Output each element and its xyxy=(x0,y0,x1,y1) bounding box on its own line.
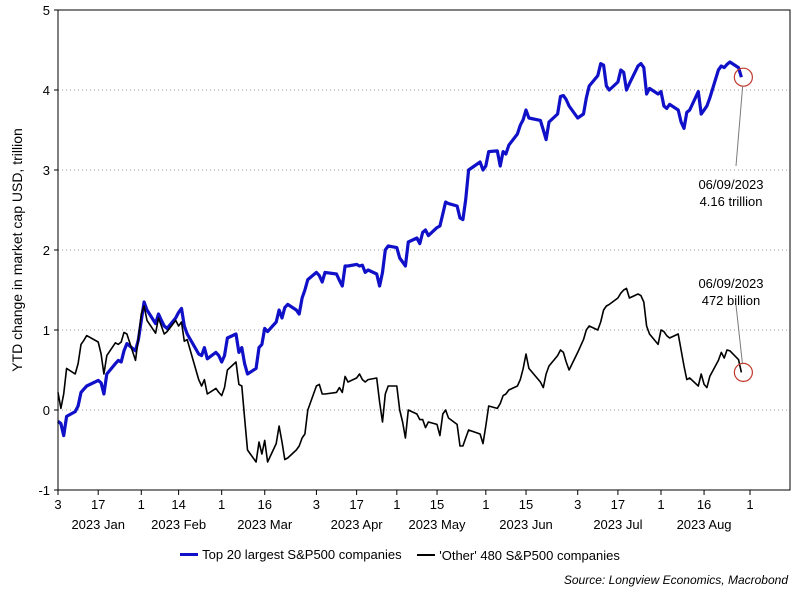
y-tick-label: 3 xyxy=(43,163,50,178)
legend: Top 20 largest S&P500 companies 'Other' … xyxy=(0,544,800,563)
x-month-label: 2023 Mar xyxy=(237,517,293,532)
legend-item-other480: 'Other' 480 S&P500 companies xyxy=(417,548,620,563)
legend-swatch-top20 xyxy=(180,553,199,556)
source-note: Source: Longview Economics, Macrobond xyxy=(563,573,788,587)
annotation-other480-text: 06/09/2023 xyxy=(698,276,763,291)
series-lines xyxy=(56,60,743,463)
y-tick-label: 1 xyxy=(43,323,50,338)
series-line-other480 xyxy=(57,287,743,463)
x-tick-label: 17 xyxy=(91,497,105,512)
legend-item-top20: Top 20 largest S&P500 companies xyxy=(180,547,402,562)
legend-label-other480: 'Other' 480 S&P500 companies xyxy=(439,547,620,563)
annotation-other480-leader xyxy=(735,304,743,364)
x-month-label: 2023 Aug xyxy=(677,517,732,532)
y-tick-label: 4 xyxy=(43,83,50,98)
x-tick-label: 3 xyxy=(574,497,581,512)
y-axis-label: YTD change in market cap USD, trillion xyxy=(9,128,25,372)
x-tick-label: 1 xyxy=(393,497,400,512)
x-tick-label: 1 xyxy=(482,497,489,512)
y-axis: -1 0 1 2 3 4 5 xyxy=(38,3,58,498)
x-tick-label: 1 xyxy=(657,497,664,512)
x-month-label: 2023 Jan xyxy=(71,517,125,532)
x-tick-label: 3 xyxy=(54,497,61,512)
x-tick-label: 14 xyxy=(171,497,185,512)
x-month-label: 2023 Jul xyxy=(593,517,642,532)
x-tick-label: 1 xyxy=(138,497,145,512)
y-tick-label: 2 xyxy=(43,243,50,258)
plot-frame xyxy=(57,9,791,491)
annotation-top20-text: 06/09/2023 xyxy=(698,177,763,192)
y-tick-label: -1 xyxy=(38,483,50,498)
series-line-top20 xyxy=(56,60,743,438)
annotation-top20-marker xyxy=(733,67,753,87)
x-tick-label: 3 xyxy=(313,497,320,512)
y-tick-label: 5 xyxy=(43,3,50,18)
x-tick-label: 15 xyxy=(430,497,444,512)
legend-swatch-other480 xyxy=(417,554,436,556)
y-tick-label: 0 xyxy=(43,403,50,418)
x-tick-label: 1 xyxy=(218,497,225,512)
annotation-other480-marker xyxy=(733,362,753,382)
grid-lines xyxy=(58,89,790,411)
x-axis: 3 17 1 14 1 16 3 17 1 15 1 15 3 17 1 16 1 2023 Jan 2023 Fe… xyxy=(54,490,754,532)
x-month-label: 2023 Jun xyxy=(499,517,553,532)
x-month-label: 2023 May xyxy=(408,517,466,532)
x-tick-label: 17 xyxy=(611,497,625,512)
x-tick-label: 17 xyxy=(349,497,363,512)
x-tick-label: 16 xyxy=(697,497,711,512)
legend-label-top20: Top 20 largest S&P500 companies xyxy=(202,547,402,562)
annotation-top20-leader xyxy=(735,86,744,167)
x-month-label: 2023 Apr xyxy=(331,517,384,532)
x-tick-label: 1 xyxy=(746,497,753,512)
annotation-top20-text: 4.16 trillion xyxy=(700,194,763,209)
x-month-label: 2023 Feb xyxy=(151,517,206,532)
annotation-other480-text: 472 billion xyxy=(702,293,761,308)
x-tick-label: 15 xyxy=(519,497,533,512)
annotations: 06/09/2023 4.16 trillion 06/09/2023 472 bil… xyxy=(698,67,764,382)
x-tick-label: 16 xyxy=(258,497,272,512)
